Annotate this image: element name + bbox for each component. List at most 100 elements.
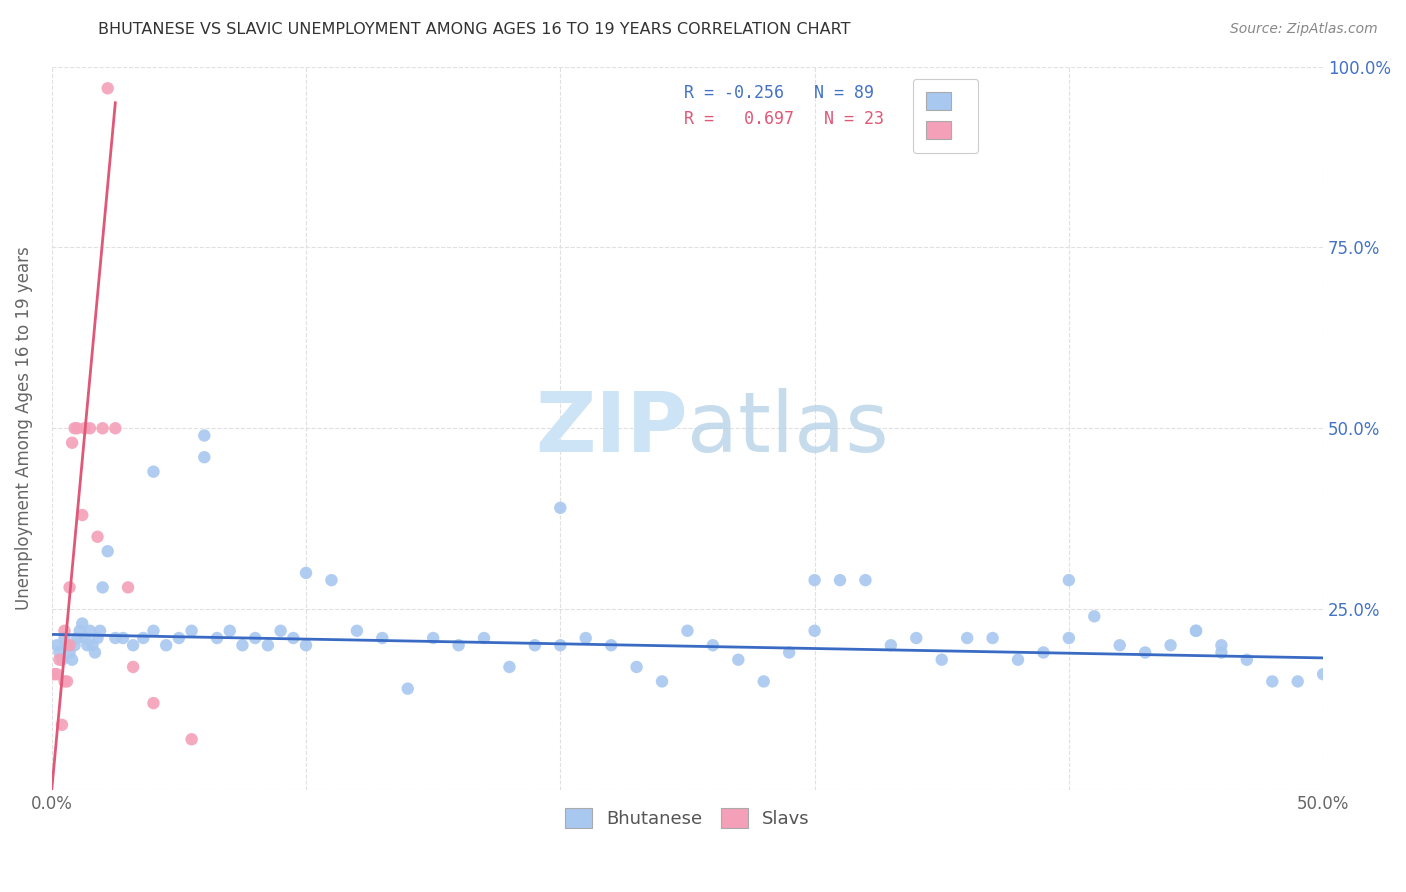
Point	[981, 631, 1004, 645]
Point	[142, 465, 165, 479]
Point	[1057, 573, 1080, 587]
Point	[295, 566, 318, 580]
Point	[45, 667, 67, 681]
Point	[117, 581, 139, 595]
Point	[931, 653, 953, 667]
Point	[86, 631, 108, 645]
Point	[1160, 638, 1182, 652]
Point	[73, 631, 96, 645]
Point	[1108, 638, 1130, 652]
Point	[828, 573, 851, 587]
Point	[104, 631, 127, 645]
Point	[142, 624, 165, 638]
Point	[1286, 674, 1309, 689]
Point	[66, 631, 89, 645]
Point	[1236, 653, 1258, 667]
Point	[89, 624, 111, 638]
Point	[122, 660, 145, 674]
Point	[53, 631, 76, 645]
Point	[575, 631, 598, 645]
Text: ZIP: ZIP	[534, 388, 688, 469]
Point	[97, 81, 120, 95]
Point	[321, 573, 343, 587]
Point	[58, 581, 80, 595]
Point	[1083, 609, 1105, 624]
Text: atlas: atlas	[688, 388, 889, 469]
Y-axis label: Unemployment Among Ages 16 to 19 years: Unemployment Among Ages 16 to 19 years	[15, 246, 32, 610]
Point	[651, 674, 673, 689]
Point	[447, 638, 470, 652]
Point	[702, 638, 724, 652]
Text: R = -0.256   N = 89: R = -0.256 N = 89	[683, 85, 873, 103]
Point	[803, 624, 825, 638]
Point	[371, 631, 394, 645]
Point	[218, 624, 240, 638]
Point	[498, 660, 520, 674]
Point	[48, 653, 70, 667]
Point	[676, 624, 699, 638]
Point	[956, 631, 979, 645]
Point	[60, 653, 83, 667]
Point	[193, 450, 215, 465]
Point	[1312, 667, 1334, 681]
Point	[104, 421, 127, 435]
Point	[523, 638, 546, 652]
Point	[1007, 653, 1029, 667]
Point	[180, 732, 202, 747]
Point	[1261, 674, 1284, 689]
Point	[56, 674, 79, 689]
Legend: Bhutanese, Slavs: Bhutanese, Slavs	[558, 801, 817, 835]
Point	[122, 638, 145, 652]
Text: R =   0.697   N = 23: R = 0.697 N = 23	[683, 110, 883, 128]
Point	[396, 681, 419, 696]
Point	[1057, 631, 1080, 645]
Point	[91, 421, 114, 435]
Point	[132, 631, 155, 645]
Point	[142, 696, 165, 710]
Text: Source: ZipAtlas.com: Source: ZipAtlas.com	[1230, 22, 1378, 37]
Point	[84, 645, 107, 659]
Point	[1185, 624, 1208, 638]
Point	[56, 638, 79, 652]
Point	[72, 616, 94, 631]
Point	[51, 653, 73, 667]
Point	[51, 718, 73, 732]
Point	[231, 638, 253, 652]
Point	[422, 631, 444, 645]
Point	[167, 631, 190, 645]
Point	[63, 638, 86, 652]
Point	[91, 581, 114, 595]
Point	[472, 631, 495, 645]
Point	[193, 428, 215, 442]
Point	[63, 421, 86, 435]
Point	[803, 573, 825, 587]
Point	[905, 631, 928, 645]
Point	[626, 660, 648, 674]
Point	[86, 530, 108, 544]
Point	[58, 645, 80, 659]
Point	[53, 624, 76, 638]
Point	[79, 624, 101, 638]
Point	[1185, 624, 1208, 638]
Point	[855, 573, 877, 587]
Point	[205, 631, 228, 645]
Point	[82, 638, 104, 652]
Point	[48, 645, 70, 659]
Point	[53, 674, 76, 689]
Point	[778, 645, 800, 659]
Point	[73, 421, 96, 435]
Point	[1211, 645, 1233, 659]
Point	[69, 624, 91, 638]
Point	[283, 631, 305, 645]
Point	[550, 638, 572, 652]
Point	[111, 631, 134, 645]
Point	[60, 435, 83, 450]
Point	[66, 421, 89, 435]
Text: BHUTANESE VS SLAVIC UNEMPLOYMENT AMONG AGES 16 TO 19 YEARS CORRELATION CHART: BHUTANESE VS SLAVIC UNEMPLOYMENT AMONG A…	[98, 22, 851, 37]
Point	[58, 638, 80, 652]
Point	[180, 624, 202, 638]
Point	[45, 638, 67, 652]
Point	[1032, 645, 1054, 659]
Point	[44, 667, 66, 681]
Point	[79, 421, 101, 435]
